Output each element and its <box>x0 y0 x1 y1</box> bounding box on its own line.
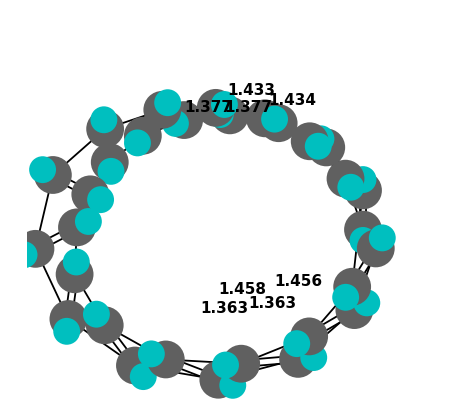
Circle shape <box>308 126 334 152</box>
Circle shape <box>357 229 395 267</box>
Circle shape <box>337 174 364 201</box>
Circle shape <box>165 101 203 139</box>
Circle shape <box>87 186 114 213</box>
Circle shape <box>144 91 181 129</box>
Circle shape <box>83 301 110 328</box>
Circle shape <box>10 241 37 268</box>
Circle shape <box>333 268 371 306</box>
Circle shape <box>327 160 365 197</box>
Circle shape <box>34 156 72 194</box>
Circle shape <box>130 363 157 390</box>
Circle shape <box>116 346 154 384</box>
Circle shape <box>98 158 125 185</box>
Circle shape <box>17 230 55 268</box>
Circle shape <box>353 289 380 316</box>
Circle shape <box>86 306 124 344</box>
Text: 1.456: 1.456 <box>275 274 323 289</box>
Circle shape <box>246 100 284 137</box>
Circle shape <box>53 318 80 345</box>
Text: 1.458: 1.458 <box>218 282 266 297</box>
Circle shape <box>257 105 283 132</box>
Text: 1.433: 1.433 <box>228 83 276 98</box>
Circle shape <box>212 352 239 378</box>
Circle shape <box>219 372 246 399</box>
Circle shape <box>91 143 128 181</box>
Circle shape <box>369 224 396 251</box>
Circle shape <box>147 341 185 378</box>
Text: 1.363: 1.363 <box>201 301 248 316</box>
Circle shape <box>332 284 359 311</box>
Circle shape <box>86 110 124 148</box>
Text: 1.377: 1.377 <box>184 100 233 115</box>
Circle shape <box>162 110 189 137</box>
Circle shape <box>349 227 376 254</box>
Circle shape <box>63 249 90 276</box>
Circle shape <box>283 330 310 357</box>
Circle shape <box>56 255 93 293</box>
Circle shape <box>200 361 237 399</box>
Circle shape <box>305 133 332 160</box>
Circle shape <box>124 129 151 156</box>
Circle shape <box>58 208 96 246</box>
Circle shape <box>291 122 328 160</box>
Circle shape <box>91 106 118 133</box>
Circle shape <box>336 291 373 329</box>
Circle shape <box>290 318 328 355</box>
Text: 1.363: 1.363 <box>249 296 297 311</box>
Circle shape <box>349 166 376 193</box>
Circle shape <box>260 104 298 142</box>
Circle shape <box>279 340 317 378</box>
Circle shape <box>207 101 234 128</box>
Circle shape <box>222 345 260 383</box>
Circle shape <box>75 208 102 235</box>
Circle shape <box>29 156 56 183</box>
Circle shape <box>261 106 288 133</box>
Circle shape <box>138 341 165 368</box>
Circle shape <box>124 117 162 155</box>
Circle shape <box>154 89 181 116</box>
Text: 1.434: 1.434 <box>268 93 317 108</box>
Circle shape <box>344 171 382 209</box>
Circle shape <box>49 300 87 338</box>
Circle shape <box>211 91 238 118</box>
Circle shape <box>72 176 109 213</box>
Circle shape <box>197 89 235 127</box>
Circle shape <box>301 344 327 371</box>
Circle shape <box>344 211 382 249</box>
Circle shape <box>307 129 345 166</box>
Circle shape <box>211 97 249 134</box>
Text: 1.377: 1.377 <box>224 100 273 115</box>
